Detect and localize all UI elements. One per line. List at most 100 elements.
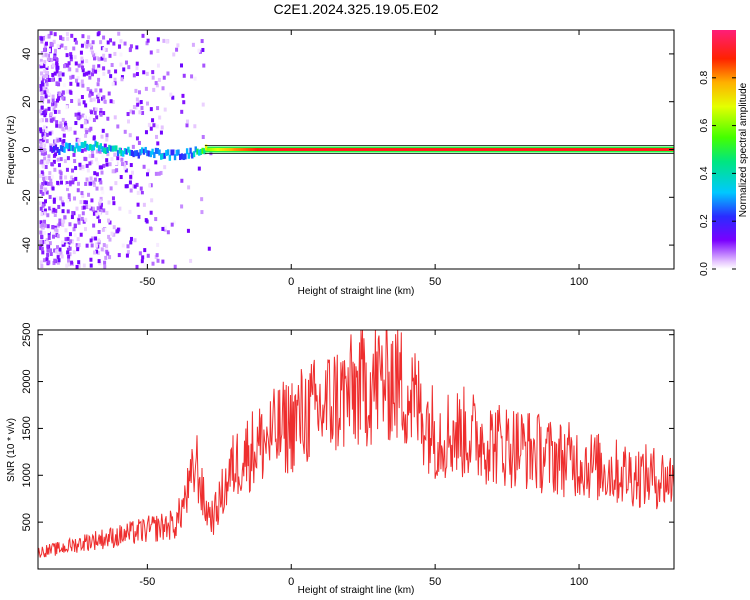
spectrogram-noise-cell xyxy=(80,79,84,84)
spectrogram-noise-cell xyxy=(102,47,106,52)
spectrogram-ridge-cell xyxy=(546,148,550,151)
spectrogram-noise-cell xyxy=(185,123,189,128)
spectrogram-noise-cell xyxy=(49,31,53,36)
spectrogram-noise-cell xyxy=(60,240,64,245)
spectrogram-noise-cell xyxy=(39,71,43,76)
spectrogram-noise-cell xyxy=(138,251,142,256)
spectrogram-noise-cell xyxy=(156,141,160,146)
spectrogram-noise-cell xyxy=(57,82,61,87)
spectrogram-noise-cell xyxy=(41,164,45,169)
spectrogram-noise-cell xyxy=(84,181,88,186)
spectrogram-noise-cell xyxy=(66,198,70,203)
colorbar-ticks: 0.0 0.2 0.4 0.6 0.8 xyxy=(699,70,736,276)
spectrogram-noise-cell xyxy=(201,102,205,107)
spectrogram-ridge-cell xyxy=(239,148,242,151)
spectrogram-noise-cell xyxy=(56,44,60,49)
spectrogram-ridge-cell xyxy=(589,148,593,151)
spectrogram-ridge-cell xyxy=(529,148,532,151)
spectrogram-noise-cell xyxy=(65,32,69,37)
spectrogram-noise-cell xyxy=(76,82,80,87)
spectrogram-noise-cell xyxy=(39,230,43,235)
spectrogram-noise-cell xyxy=(52,199,56,204)
spectrogram-noise-cell xyxy=(45,160,49,165)
spectrogram-ridge-cell xyxy=(500,148,503,151)
spectrogram-noise-cell xyxy=(47,106,51,111)
snr-ytick-label: 2000 xyxy=(21,369,33,393)
spectrogram-ridge-cell xyxy=(118,147,121,154)
spectrogram-noise-cell xyxy=(47,181,51,186)
spectrogram-noise-cell xyxy=(43,125,47,130)
spectrogram-ridge-cell xyxy=(598,148,602,151)
spectrogram-ridge-cell xyxy=(470,148,474,151)
spectrogram-ridge-cell xyxy=(96,141,99,148)
spectrogram-noise-cell xyxy=(157,171,161,176)
spectrogram-noise-cell xyxy=(40,170,44,175)
spectrogram-ridge-cell xyxy=(232,148,235,151)
spectrogram-ridge-cell xyxy=(662,148,665,151)
spectrogram-noise-cell xyxy=(102,71,106,76)
spectrogram-noise-cell xyxy=(76,188,80,193)
spectrogram-ridge-cell xyxy=(241,148,244,151)
spectrogram-noise-cell xyxy=(144,86,148,91)
spectrogram-noise-cell xyxy=(117,31,121,36)
spectrogram-noise-cell xyxy=(81,113,85,118)
spectrogram-ridge-cell xyxy=(491,148,494,151)
spectrogram-ridge-cell xyxy=(230,148,234,151)
spectrogram-noise-cell xyxy=(100,56,104,61)
spectrogram-noise-cell xyxy=(60,93,64,98)
spectrogram-noise-cell xyxy=(108,38,112,43)
spectrogram-noise-cell xyxy=(46,213,50,218)
spectrogram-noise-cell xyxy=(93,56,97,61)
spectrogram-noise-cell xyxy=(44,175,48,180)
spectrogram-noise-cell xyxy=(59,121,63,126)
spectrogram-noise-cell xyxy=(97,259,101,264)
spectrogram-noise-cell xyxy=(102,111,106,116)
spectrogram-ridge-cell xyxy=(572,148,576,151)
spectrogram-noise-cell xyxy=(65,89,69,94)
spectrogram-noise-cell xyxy=(43,143,47,148)
spectrogram-noise-cell xyxy=(47,91,51,96)
spectrogram-noise-cell xyxy=(43,156,47,161)
spectrogram-noise-cell xyxy=(51,98,55,103)
spectrogram-noise-cell xyxy=(52,143,56,148)
spectrogram-noise-cell xyxy=(107,218,111,223)
spectrogram-noise-cell xyxy=(172,220,176,225)
spectrogram-noise-cell xyxy=(51,72,55,77)
spectrogram-noise-cell xyxy=(85,130,89,135)
spectrogram-noise-cell xyxy=(45,240,49,245)
spectrogram-noise-cell xyxy=(50,130,54,135)
spectrogram-noise-cell xyxy=(43,60,47,65)
spectrogram-ridge-cell xyxy=(325,148,329,151)
spectrogram-noise-cell xyxy=(90,114,94,119)
spectrogram-ridge-cell xyxy=(303,148,306,151)
spectrogram-noise-cell xyxy=(149,50,153,55)
spectrogram-ridge-cell xyxy=(210,148,213,151)
spectrogram-ridge-cell xyxy=(617,148,620,151)
spectrogram-ridge-cell xyxy=(189,147,192,154)
spectrogram-noise-cell xyxy=(126,112,130,117)
spectrogram-noise-cell xyxy=(100,134,104,139)
spectrogram-noise-cell xyxy=(89,47,93,52)
spectrogram-noise-cell xyxy=(99,180,103,185)
spectrogram-noise-cell xyxy=(67,197,71,202)
spectrogram-noise-cell xyxy=(42,86,46,91)
spectrogram-ridge-cell xyxy=(237,148,241,151)
spectrogram-noise-cell xyxy=(48,206,52,211)
spectrogram-ridge-cell xyxy=(496,148,500,151)
spectrogram-noise-cell xyxy=(154,160,158,165)
spectrogram-noise-cell xyxy=(97,77,101,82)
spectrogram-ridge-cell xyxy=(444,148,448,151)
spectrogram-noise-cell xyxy=(88,161,92,166)
spectrogram-noise-cell xyxy=(42,180,46,185)
spectrogram-ridge-cell xyxy=(292,148,296,151)
spectrogram-noise-cell xyxy=(131,144,135,149)
spectrogram-noise-cell xyxy=(92,64,96,69)
spectrogram-ridge-cell xyxy=(132,151,135,158)
spectrogram-ridge-cell xyxy=(538,148,541,151)
spectrogram-noise-cell xyxy=(56,252,60,257)
spectrogram-noise-cell xyxy=(86,39,90,44)
spectrogram-noise-cell xyxy=(202,63,206,68)
spectrogram-noise-cell xyxy=(106,40,110,45)
spectrogram-noise-cell xyxy=(77,98,81,103)
spectrogram-noise-cell xyxy=(156,106,160,111)
